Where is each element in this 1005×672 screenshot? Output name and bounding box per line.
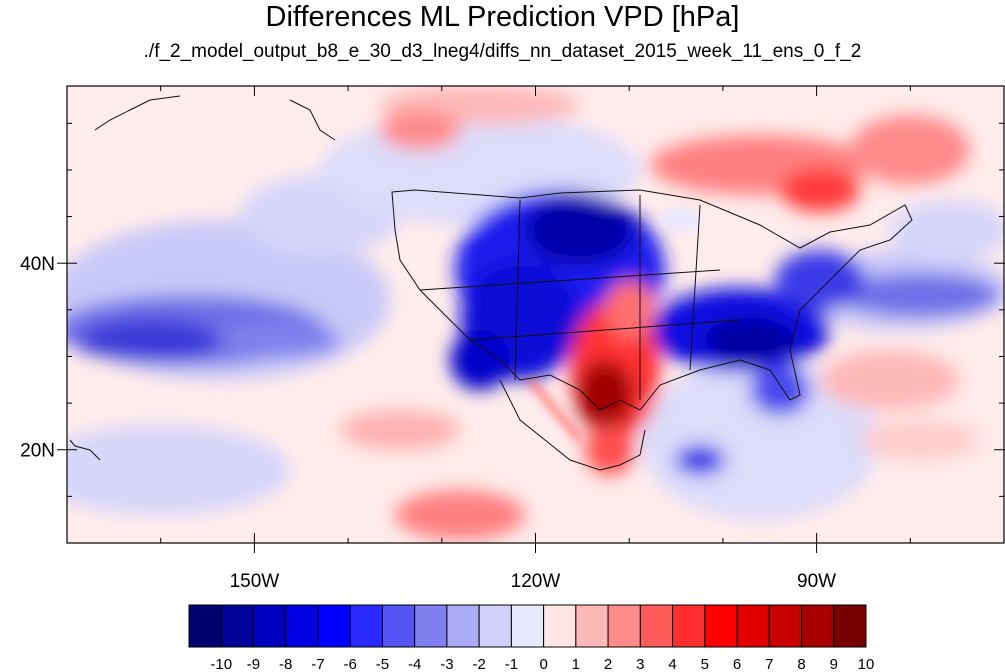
lon-tick-label: 150W: [230, 571, 280, 592]
colorbar-swatch: [607, 604, 641, 648]
colorbar-swatch: [639, 604, 674, 648]
figure-subtitle: ./f_2_model_output_b8_e_30_d3_lneg4/diff…: [143, 41, 862, 62]
colorbar-swatch: [220, 604, 254, 648]
colorbar-label: -1: [505, 656, 518, 672]
vpd-difference-field: [67, 86, 1004, 543]
colorbar-label: -8: [279, 656, 292, 672]
colorbar-swatch: [801, 604, 835, 648]
longitude-axis: 150W 120W 90W: [160, 86, 1005, 592]
colorbar-swatch: [833, 604, 867, 648]
colorbar-label: -2: [472, 656, 485, 672]
lat-tick-label: 20N: [20, 441, 55, 462]
colorbar-swatch: [510, 604, 545, 648]
colorbar-label: -6: [344, 656, 357, 672]
colorbar-label: -4: [408, 656, 421, 672]
colorbar-swatch: [704, 604, 738, 648]
colorbar-label: 4: [668, 656, 676, 672]
colorbar-swatch: [575, 604, 609, 648]
colorbar-swatch: [381, 604, 416, 648]
colorbar-label: 7: [765, 656, 773, 672]
colorbar-label: 1: [572, 656, 580, 672]
colorbar-swatch: [252, 604, 287, 648]
colorbar-swatch: [478, 604, 512, 648]
colorbar-swatch: [543, 604, 577, 648]
colorbar-swatch: [285, 604, 319, 648]
colorbar-swatch: [349, 604, 383, 648]
colorbar-label: -10: [210, 656, 232, 672]
colorbar-label: 3: [636, 656, 644, 672]
colorbar-swatch: [446, 604, 480, 648]
colorbar: -10 -9 -8 -7 -6 -5 -4 -3 -2 -1 0 1 2 3 4 5 6 7 8 9 10: [188, 604, 875, 672]
lat-tick-label: 40N: [20, 254, 55, 275]
figure-title: Differences ML Prediction VPD [hPa]: [265, 1, 740, 33]
colorbar-label: 2: [604, 656, 612, 672]
map-outlines: [69, 95, 913, 471]
colorbar-swatch: [768, 604, 803, 648]
lon-tick-label: 120W: [511, 571, 561, 592]
lon-tick-label: 90W: [797, 571, 836, 592]
colorbar-label: 10: [858, 656, 875, 672]
colorbar-label: 6: [733, 656, 741, 672]
colorbar-label: -5: [376, 656, 389, 672]
colorbar-swatch: [672, 604, 706, 648]
colorbar-label: 5: [701, 656, 709, 672]
colorbar-label: 0: [539, 656, 547, 672]
colorbar-label: -3: [440, 656, 453, 672]
colorbar-swatch: [736, 604, 770, 648]
colorbar-label: 9: [830, 656, 838, 672]
colorbar-label: -9: [247, 656, 260, 672]
latitude-axis: 40N 20N: [20, 122, 1005, 497]
colorbar-swatch: [414, 604, 448, 648]
colorbar-swatch: [317, 604, 351, 648]
colorbar-label: -7: [311, 656, 324, 672]
colorbar-label: 8: [797, 656, 805, 672]
colorbar-swatch: [188, 604, 222, 648]
